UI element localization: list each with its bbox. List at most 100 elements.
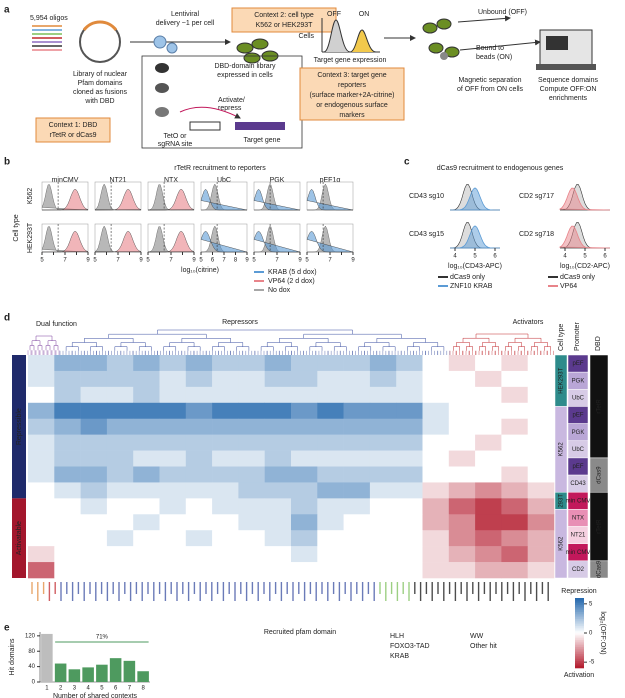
x-tick-label: 7 bbox=[328, 258, 332, 264]
heatmap-cell bbox=[185, 482, 213, 499]
heatmap-cell bbox=[448, 386, 476, 404]
heatmap-cell bbox=[343, 434, 371, 451]
x-tick-label: 7 bbox=[169, 258, 173, 264]
x-tick-label: 1 bbox=[45, 686, 49, 692]
heatmap-cell bbox=[212, 386, 239, 404]
x-tick-label: 6 bbox=[493, 254, 497, 260]
heatmap-cell bbox=[185, 386, 213, 404]
legend-label: No dox bbox=[268, 287, 291, 294]
heatmap-cell bbox=[133, 434, 160, 451]
colorbar-step bbox=[575, 661, 584, 664]
protein bbox=[155, 63, 169, 73]
heatmap-cell bbox=[212, 370, 239, 388]
density-treated bbox=[253, 188, 301, 211]
group-label: Repressible bbox=[16, 408, 23, 445]
legend-label: ZNF10 KRAB bbox=[450, 283, 493, 290]
heatmap-cell bbox=[291, 434, 318, 451]
heatmap-cell bbox=[475, 370, 502, 388]
heatmap-cell bbox=[369, 546, 397, 563]
heatmap-cell bbox=[343, 482, 371, 499]
heatmap-cell bbox=[396, 386, 423, 404]
heatmap-cell bbox=[159, 434, 187, 451]
density-treated bbox=[253, 230, 301, 253]
heatmap-cell bbox=[185, 355, 213, 372]
heatmap-cell bbox=[106, 562, 134, 579]
column-label: NT21 bbox=[109, 177, 126, 184]
heatmap-cell bbox=[527, 370, 555, 388]
x-tick-label: 7 bbox=[63, 258, 67, 264]
heatmap-cell bbox=[133, 370, 160, 388]
colorbar-step bbox=[575, 622, 584, 625]
annotation: 71% bbox=[96, 635, 109, 641]
x-tick-label: 5 bbox=[146, 258, 150, 264]
on-text: ON bbox=[359, 11, 370, 18]
heatmap-cell bbox=[527, 562, 555, 579]
panel-letter: a bbox=[4, 5, 10, 16]
heatmap-cell bbox=[475, 355, 502, 372]
heatmap-cell bbox=[527, 514, 555, 531]
annotation-label: rTetR bbox=[597, 399, 603, 414]
heatmap-cell bbox=[501, 355, 528, 372]
heatmap-cell bbox=[159, 466, 187, 483]
heatmap-cell bbox=[527, 402, 555, 420]
annotation-label: dCas9 bbox=[597, 560, 603, 578]
colorbar-step bbox=[575, 603, 584, 606]
heatmap-cell bbox=[527, 546, 555, 563]
cell bbox=[436, 18, 452, 30]
heatmap-cell bbox=[54, 370, 81, 388]
annotation-label: PGK bbox=[572, 378, 585, 384]
colorbar-step bbox=[575, 610, 584, 613]
heatmap-cell bbox=[185, 514, 213, 531]
colorbar-step bbox=[575, 626, 584, 629]
colorbar-tick-label: 0 bbox=[589, 631, 593, 637]
x-tick-label: 3 bbox=[73, 686, 77, 692]
y-tick-label: 80 bbox=[28, 649, 35, 655]
bead bbox=[440, 52, 448, 60]
annotation-label: K562 bbox=[559, 536, 565, 551]
heatmap-cell bbox=[133, 402, 160, 420]
heatmap-cell bbox=[396, 482, 423, 499]
heatmap-cell bbox=[501, 402, 528, 420]
annotation-block bbox=[554, 509, 568, 579]
heatmap-cell bbox=[396, 514, 423, 531]
heatmap-cell bbox=[159, 450, 187, 467]
bar bbox=[123, 660, 136, 682]
heatmap-cell bbox=[54, 402, 81, 420]
heatmap-cell bbox=[238, 546, 265, 563]
colorbar-tick-label: 5 bbox=[589, 601, 593, 607]
heatmap-cell bbox=[317, 355, 344, 372]
annotation-label: K562 bbox=[559, 442, 565, 457]
bar bbox=[54, 663, 67, 682]
heatmap-cell bbox=[159, 546, 187, 563]
colorbar-step bbox=[575, 613, 584, 616]
colorbar-step bbox=[575, 633, 584, 636]
heatmap-cell bbox=[422, 402, 450, 420]
group-label: Activators bbox=[513, 319, 544, 326]
heatmap-cell bbox=[54, 562, 81, 579]
heatmap-cell bbox=[106, 530, 134, 547]
heatmap-cell bbox=[106, 450, 134, 467]
x-tick-label: 6 bbox=[603, 254, 607, 260]
heatmap-cell bbox=[369, 418, 397, 435]
context-box bbox=[299, 67, 405, 121]
heatmap-cell bbox=[264, 562, 292, 579]
heatmap-cell bbox=[317, 402, 344, 420]
density-treated bbox=[41, 231, 89, 253]
y-axis-label: Hit domains bbox=[9, 638, 16, 675]
heatmap-cell bbox=[133, 466, 160, 483]
colorbar-step bbox=[575, 629, 584, 632]
x-axis-label: log₁₀(citrine) bbox=[181, 267, 219, 274]
density-nodox bbox=[94, 225, 142, 253]
legend-label: HLH bbox=[390, 633, 404, 640]
heatmap-cell bbox=[317, 386, 344, 404]
arrow bbox=[459, 39, 541, 51]
heatmap-cell bbox=[80, 355, 108, 372]
heatmap-cell bbox=[448, 498, 476, 515]
heatmap-cell bbox=[369, 562, 397, 579]
heatmap-cell bbox=[317, 562, 344, 579]
row-label: HEK293T bbox=[27, 222, 34, 253]
heatmap-cell bbox=[448, 402, 476, 420]
heatmap-cell bbox=[396, 434, 423, 451]
sequencer-base bbox=[536, 64, 596, 70]
density-treated bbox=[147, 189, 195, 211]
